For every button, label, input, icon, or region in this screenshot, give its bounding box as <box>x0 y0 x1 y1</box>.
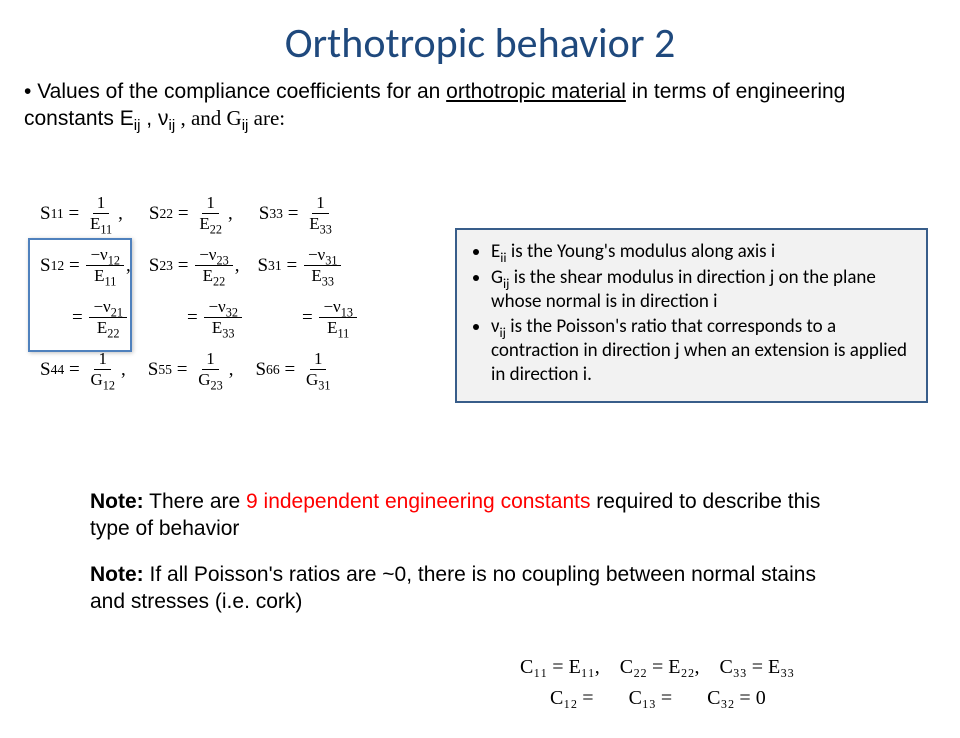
note-1: Note: There are 9 independent engineerin… <box>90 488 850 543</box>
stiffness-row-1: C₁₁ = E₁₁, C₂₂ = E₂₂, C₃₃ = E₃₃ <box>520 656 900 679</box>
definitions-box: Eii is the Young's modulus along axis i … <box>455 228 928 403</box>
notes-section: Note: There are 9 independent engineerin… <box>90 488 850 633</box>
def-shear: Gij is the shear modulus in direction j … <box>491 266 914 314</box>
stiffness-row-2: C₁₂ = C₁₃ = C₃₂ = 0 <box>520 687 900 710</box>
stiffness-equations: C₁₁ = E₁₁, C₂₂ = E₂₂, C₃₃ = E₃₃ C₁₂ = C₁… <box>520 656 900 710</box>
def-young: Eii is the Young's modulus along axis i <box>491 240 914 264</box>
note-2: Note: If all Poisson's ratios are ~0, th… <box>90 561 850 616</box>
compliance-equations: S11 = 1E11, S22 = 1E22, S33 = 1E33 S12 =… <box>40 188 430 396</box>
intro-text: Values of the compliance coefficients fo… <box>24 80 845 130</box>
intro-paragraph: • Values of the compliance coefficients … <box>24 79 920 133</box>
page-title: Orthotropic behavior 2 <box>0 18 960 69</box>
def-poisson: νij is the Poisson's ratio that correspo… <box>491 315 914 386</box>
